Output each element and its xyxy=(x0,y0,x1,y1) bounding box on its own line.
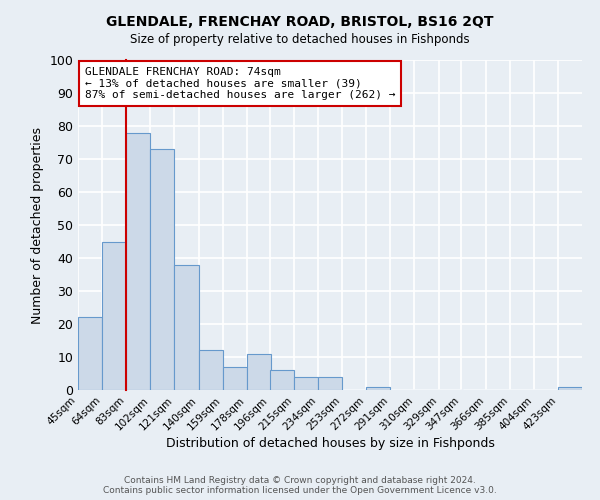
Bar xyxy=(126,132,151,390)
Bar xyxy=(366,386,391,390)
Bar xyxy=(223,367,247,390)
Bar xyxy=(199,350,223,390)
Text: GLENDALE, FRENCHAY ROAD, BRISTOL, BS16 2QT: GLENDALE, FRENCHAY ROAD, BRISTOL, BS16 2… xyxy=(106,15,494,29)
Bar xyxy=(102,242,126,390)
Bar xyxy=(558,386,582,390)
Text: GLENDALE FRENCHAY ROAD: 74sqm
← 13% of detached houses are smaller (39)
87% of s: GLENDALE FRENCHAY ROAD: 74sqm ← 13% of d… xyxy=(85,67,395,100)
Bar xyxy=(175,264,199,390)
Y-axis label: Number of detached properties: Number of detached properties xyxy=(31,126,44,324)
Bar xyxy=(78,318,102,390)
Bar xyxy=(318,377,342,390)
Bar xyxy=(151,149,175,390)
Text: Contains HM Land Registry data © Crown copyright and database right 2024.
Contai: Contains HM Land Registry data © Crown c… xyxy=(103,476,497,495)
Bar xyxy=(247,354,271,390)
X-axis label: Distribution of detached houses by size in Fishponds: Distribution of detached houses by size … xyxy=(166,438,494,450)
Bar xyxy=(294,377,318,390)
Bar xyxy=(269,370,294,390)
Text: Size of property relative to detached houses in Fishponds: Size of property relative to detached ho… xyxy=(130,32,470,46)
